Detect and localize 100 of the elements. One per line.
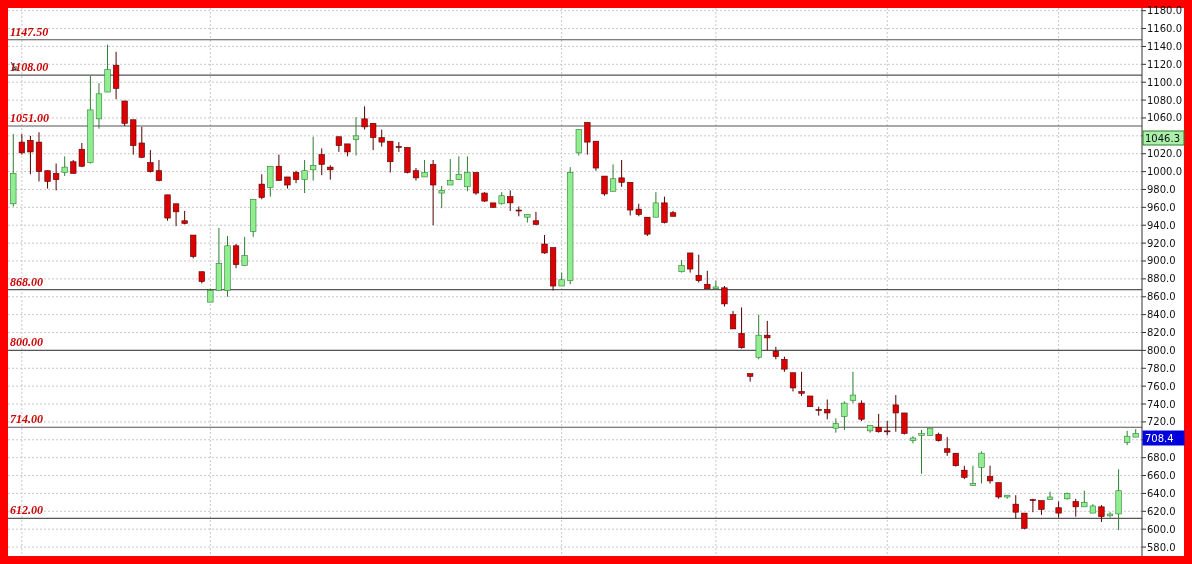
candlestick bbox=[464, 155, 471, 192]
y-tick-label: 1120.0 bbox=[1147, 58, 1182, 70]
candlestick bbox=[310, 136, 317, 182]
y-tick-label: 720.0 bbox=[1147, 416, 1176, 428]
candlestick bbox=[712, 280, 719, 290]
y-tick-label: 900.0 bbox=[1147, 255, 1176, 267]
candlestick bbox=[541, 234, 548, 255]
candlestick bbox=[1106, 511, 1114, 519]
y-tick-label: 740.0 bbox=[1147, 398, 1176, 410]
y-tick-label: 1160.0 bbox=[1147, 23, 1182, 35]
candlestick bbox=[532, 211, 540, 226]
y-tick-label: 1100.0 bbox=[1147, 76, 1182, 88]
y-tick-label: 760.0 bbox=[1147, 380, 1176, 392]
candlestick bbox=[747, 373, 754, 383]
y-tick-label: 980.0 bbox=[1147, 183, 1176, 195]
candlestick bbox=[241, 236, 248, 266]
candlestick bbox=[301, 159, 308, 194]
candlestick bbox=[575, 129, 582, 156]
ref-line-label: 1108.00 bbox=[10, 60, 49, 75]
candlestick bbox=[652, 191, 659, 218]
candlestick bbox=[455, 155, 462, 181]
candlestick bbox=[507, 189, 514, 212]
y-tick-label: 840.0 bbox=[1147, 309, 1176, 321]
text: 708.4 bbox=[1145, 432, 1174, 444]
candlestick bbox=[892, 394, 899, 433]
y-tick-label: 620.0 bbox=[1147, 505, 1176, 517]
candlestick bbox=[53, 163, 60, 191]
candlestick bbox=[609, 163, 617, 192]
candlestick bbox=[738, 306, 745, 350]
y-tick-label: 1180.0 bbox=[1147, 5, 1182, 17]
candlestick bbox=[1046, 491, 1054, 501]
candlestick bbox=[849, 371, 857, 404]
y-tick-label: 820.0 bbox=[1147, 327, 1176, 339]
candlestick bbox=[18, 133, 25, 156]
candlestick bbox=[755, 314, 762, 360]
candlestick bbox=[104, 44, 111, 93]
y-tick-label: 800.0 bbox=[1147, 344, 1176, 356]
candlestick bbox=[798, 371, 805, 397]
candlestick bbox=[875, 413, 882, 434]
ref-line-label: 612.00 bbox=[10, 503, 43, 518]
candlestick bbox=[258, 173, 265, 200]
y-tick-label: 1020.0 bbox=[1147, 148, 1182, 160]
candlestick bbox=[173, 203, 180, 227]
candlestick bbox=[318, 147, 325, 176]
candlestick bbox=[824, 399, 831, 420]
candlestick bbox=[772, 346, 779, 360]
candlestick bbox=[986, 465, 994, 485]
y-tick-label: 1140.0 bbox=[1147, 40, 1182, 52]
candlestick bbox=[1012, 494, 1019, 519]
y-tick-label: 1000.0 bbox=[1147, 166, 1182, 178]
candlestick bbox=[789, 372, 797, 393]
ref-line-label: 800.00 bbox=[10, 335, 43, 350]
candlestick bbox=[164, 194, 171, 222]
candlestick bbox=[113, 51, 120, 100]
candlestick bbox=[918, 429, 925, 475]
y-tick-label: 660.0 bbox=[1147, 470, 1176, 482]
candlestick bbox=[361, 105, 368, 131]
candlestick bbox=[438, 185, 445, 209]
y-tick-label: 940.0 bbox=[1147, 219, 1176, 231]
candlestick bbox=[601, 175, 608, 197]
candlestick bbox=[687, 252, 694, 274]
candlestick bbox=[1115, 468, 1122, 531]
y-tick-label: 580.0 bbox=[1147, 541, 1176, 553]
candlestick bbox=[430, 159, 437, 226]
text: 1046.3 bbox=[1145, 132, 1180, 144]
y-tick-label: 680.0 bbox=[1147, 452, 1176, 464]
y-tick-label: 600.0 bbox=[1147, 523, 1176, 535]
candlestick bbox=[695, 254, 702, 283]
ref-line-label: 1147.50 bbox=[10, 24, 49, 39]
y-tick-label: 1080.0 bbox=[1147, 94, 1182, 106]
candlestick bbox=[644, 216, 651, 237]
y-tick-label: 960.0 bbox=[1147, 201, 1176, 213]
candlestick bbox=[841, 400, 848, 431]
ref-line-label: 868.00 bbox=[10, 274, 43, 289]
candlestick bbox=[267, 165, 274, 198]
candlestick bbox=[764, 320, 771, 351]
candlestick bbox=[275, 154, 282, 182]
candlestick bbox=[618, 159, 625, 188]
y-tick-label: 1060.0 bbox=[1147, 112, 1182, 124]
candlestick bbox=[121, 100, 128, 127]
candlestick bbox=[661, 196, 668, 224]
candlestick bbox=[447, 158, 454, 186]
y-tick-label: 920.0 bbox=[1147, 237, 1176, 249]
candlestick bbox=[969, 465, 977, 486]
candlestick bbox=[858, 399, 865, 422]
candlestick bbox=[721, 285, 728, 308]
y-tick-label: 880.0 bbox=[1147, 273, 1176, 285]
candlestick bbox=[61, 155, 68, 177]
candlestick bbox=[472, 171, 480, 196]
candlestick bbox=[978, 450, 985, 485]
y-tick-label: 780.0 bbox=[1147, 362, 1176, 374]
candlestick bbox=[1029, 498, 1036, 513]
ref-line-label: 1051.00 bbox=[10, 111, 49, 125]
candlestick bbox=[27, 135, 34, 175]
candlestick bbox=[944, 436, 951, 457]
candlestick bbox=[352, 116, 360, 156]
y-tick-label: 860.0 bbox=[1147, 291, 1176, 303]
y-tick-label: 640.0 bbox=[1147, 487, 1176, 499]
candlestick bbox=[190, 234, 197, 259]
candlestick bbox=[232, 243, 240, 269]
